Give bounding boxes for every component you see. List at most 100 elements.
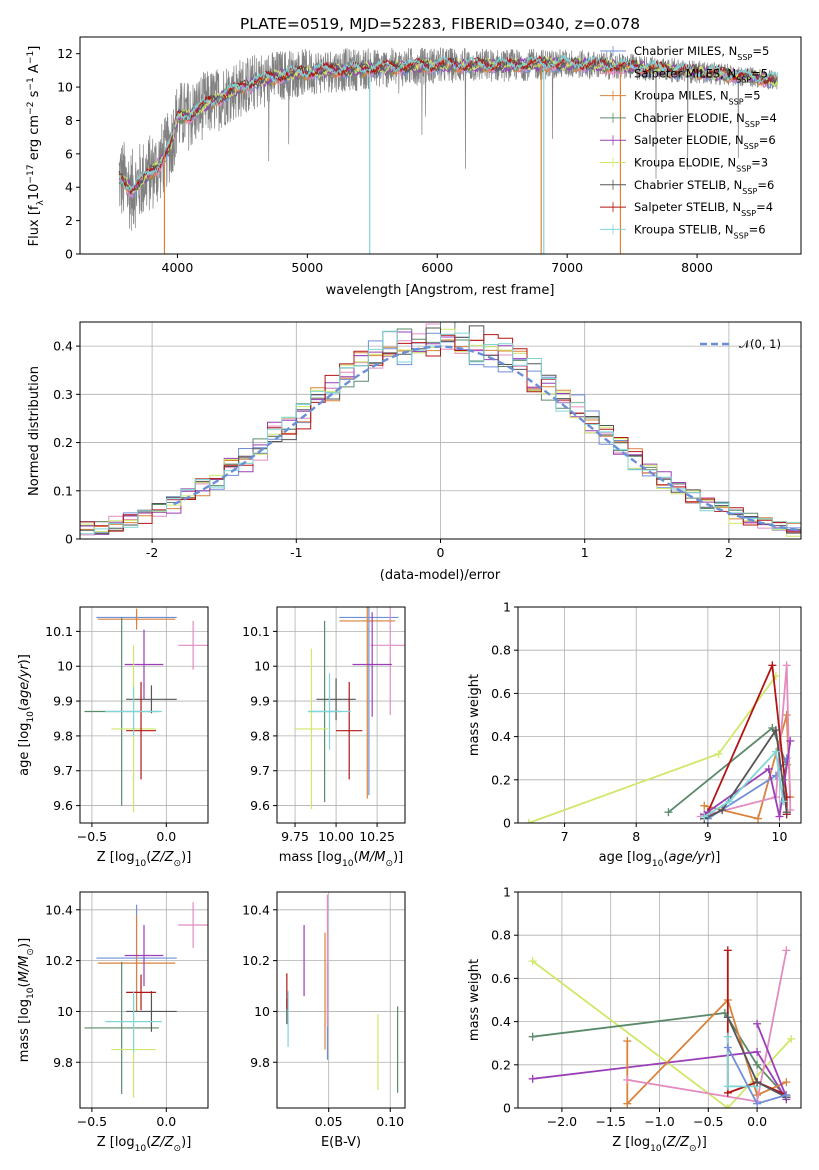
y-tick-label: 4 xyxy=(65,180,73,195)
legend-label: Salpeter MILES, NSSP=5 xyxy=(634,66,768,84)
label-part: =5 xyxy=(751,66,768,80)
errorbar-point xyxy=(124,629,164,700)
weight-series xyxy=(700,747,788,821)
y-tick-label: 6 xyxy=(65,146,73,161)
y-tick-label: 10 xyxy=(254,659,270,674)
label-part: ( xyxy=(663,850,668,865)
x-tick-label: -1 xyxy=(290,545,302,560)
weight-line xyxy=(700,665,792,818)
label-part: )] xyxy=(181,1135,191,1150)
label-part: =4 xyxy=(756,200,773,214)
errorbar-point xyxy=(126,974,156,1011)
errorbar-point xyxy=(308,673,351,750)
label-part: λ xyxy=(36,200,46,206)
label-part: =3 xyxy=(751,156,768,170)
errorbar-point xyxy=(339,607,396,799)
x-tick-label: 2 xyxy=(725,545,733,560)
x-axis-label: Z [log10(Z/Z⊙)] xyxy=(97,850,192,869)
errorbar-point xyxy=(316,678,356,721)
label-part: 10 xyxy=(342,859,354,869)
x-tick-label: −1.5 xyxy=(596,1114,626,1129)
chart-title: PLATE=0519, MJD=52283, FIBERID=0340, z=0… xyxy=(240,15,640,33)
y-axis-label: Normed distribution xyxy=(27,366,42,496)
y-tick-label: 10 xyxy=(57,659,73,674)
errorbar-point xyxy=(339,607,399,796)
errorbar-point xyxy=(105,991,162,1053)
x-tick-label: 10.25 xyxy=(359,829,395,844)
errorbar-point xyxy=(126,681,156,780)
label-part: )] xyxy=(697,1135,707,1150)
label-part: Z/Z xyxy=(150,850,174,865)
label-part: Salpeter ELODIE, N xyxy=(634,133,744,147)
label-part: M/M xyxy=(359,850,386,865)
label-part: =4 xyxy=(760,111,777,125)
y-axis-label: age [log10(age/yr)] xyxy=(17,654,36,776)
y-tick-label: 1 xyxy=(503,600,511,615)
label-part: )] xyxy=(181,850,191,865)
panel-age_vs_Z: −0.5 0.0 9.6 9.7 9.8 9.9 10 10.1 xyxy=(45,606,209,844)
label-part: =5 xyxy=(744,89,761,103)
label-part: ( xyxy=(662,1135,667,1150)
label-part: =5 xyxy=(752,44,769,58)
panel-residuals: -2 -1 0 1 2 0 0.1 0.2 0.3 0.4 xyxy=(53,321,802,560)
y-tick-label: 0.2 xyxy=(491,1057,511,1072)
y-tick-label: 9.7 xyxy=(53,763,73,778)
label-part: =6 xyxy=(757,178,774,192)
plot-area xyxy=(84,608,208,813)
weight-line xyxy=(532,1012,788,1098)
label-part: ] xyxy=(27,46,42,51)
label-part: Z/Z xyxy=(666,1135,690,1150)
panel-weight_vs_Z: −2.0 −1.5 −1.0 −0.5 0.0 0 0.2 0.4 0.6 0.8 1 xyxy=(491,885,802,1129)
label-part: 10 xyxy=(26,987,36,999)
label-part: −17 xyxy=(26,164,36,183)
legend-label: Chabrier STELIB, NSSP=6 xyxy=(634,178,774,196)
x-tick-label: 8 xyxy=(632,829,640,844)
y-tick-label: 0 xyxy=(65,532,73,547)
label-part: age/yr xyxy=(17,663,32,706)
legend-label: 𝒩(0, 1) xyxy=(739,337,781,351)
label-part: SSP xyxy=(736,75,751,84)
x-tick-label: 4000 xyxy=(162,260,194,275)
panel-mass_vs_EBV: 0.05 0.10 9.8 10 10.2 10.4 xyxy=(242,891,406,1129)
x-tick-label: 1 xyxy=(581,545,589,560)
x-tick-label: 10.00 xyxy=(318,829,354,844)
label-part: Flux [f xyxy=(27,205,42,246)
label-part: =6 xyxy=(749,222,766,236)
x-axis-label: wavelength [Angstrom, rest frame] xyxy=(326,283,555,298)
x-axis-label: Z [log10(Z/Z⊙)] xyxy=(612,1135,707,1154)
label-part: ⊙ xyxy=(174,1144,182,1154)
x-tick-label: 0 xyxy=(437,545,445,560)
weight-line xyxy=(528,675,777,823)
label-part: Chabrier ELODIE, N xyxy=(634,111,745,125)
errorbar-point xyxy=(295,648,328,810)
plot-area xyxy=(528,946,796,1108)
legend-label: Kroupa ELODIE, NSSP=3 xyxy=(634,156,768,174)
label-part: )] xyxy=(17,938,32,948)
x-tick-label: 0.0 xyxy=(747,1114,767,1129)
label-part: M/M xyxy=(17,956,32,983)
x-tick-label: 0.05 xyxy=(315,1114,343,1129)
label-part: −1 xyxy=(26,51,36,64)
x-tick-label: −0.5 xyxy=(693,1114,723,1129)
panel-mass_vs_Z: −0.5 0.0 9.8 10 10.2 10.4 xyxy=(45,891,209,1129)
x-tick-label: 10 xyxy=(772,829,788,844)
axes-frame xyxy=(79,36,802,255)
errorbar-point xyxy=(126,685,177,714)
y-tick-label: 0.4 xyxy=(491,729,511,744)
x-tick-label: −2.0 xyxy=(547,1114,577,1129)
label-part: SSP xyxy=(734,231,749,240)
label-part: 10 xyxy=(650,1144,662,1154)
panel-weight_vs_age: 7 8 9 10 0 0.2 0.4 0.6 0.8 1 xyxy=(491,600,802,844)
label-part: 10 xyxy=(27,184,42,201)
weight-series xyxy=(723,1043,791,1108)
y-tick-label: 8 xyxy=(65,113,73,128)
weight-series xyxy=(524,672,780,823)
x-axis-label: mass [log10(M/M⊙)] xyxy=(279,850,403,869)
label-part: Z [log xyxy=(612,1135,650,1150)
x-tick-label: 0.0 xyxy=(156,829,176,844)
y-tick-label: 0 xyxy=(503,816,511,831)
x-axis-label: (data-model)/error xyxy=(380,568,501,583)
y-tick-label: 9.6 xyxy=(53,798,73,813)
axes-frame xyxy=(276,891,406,1109)
